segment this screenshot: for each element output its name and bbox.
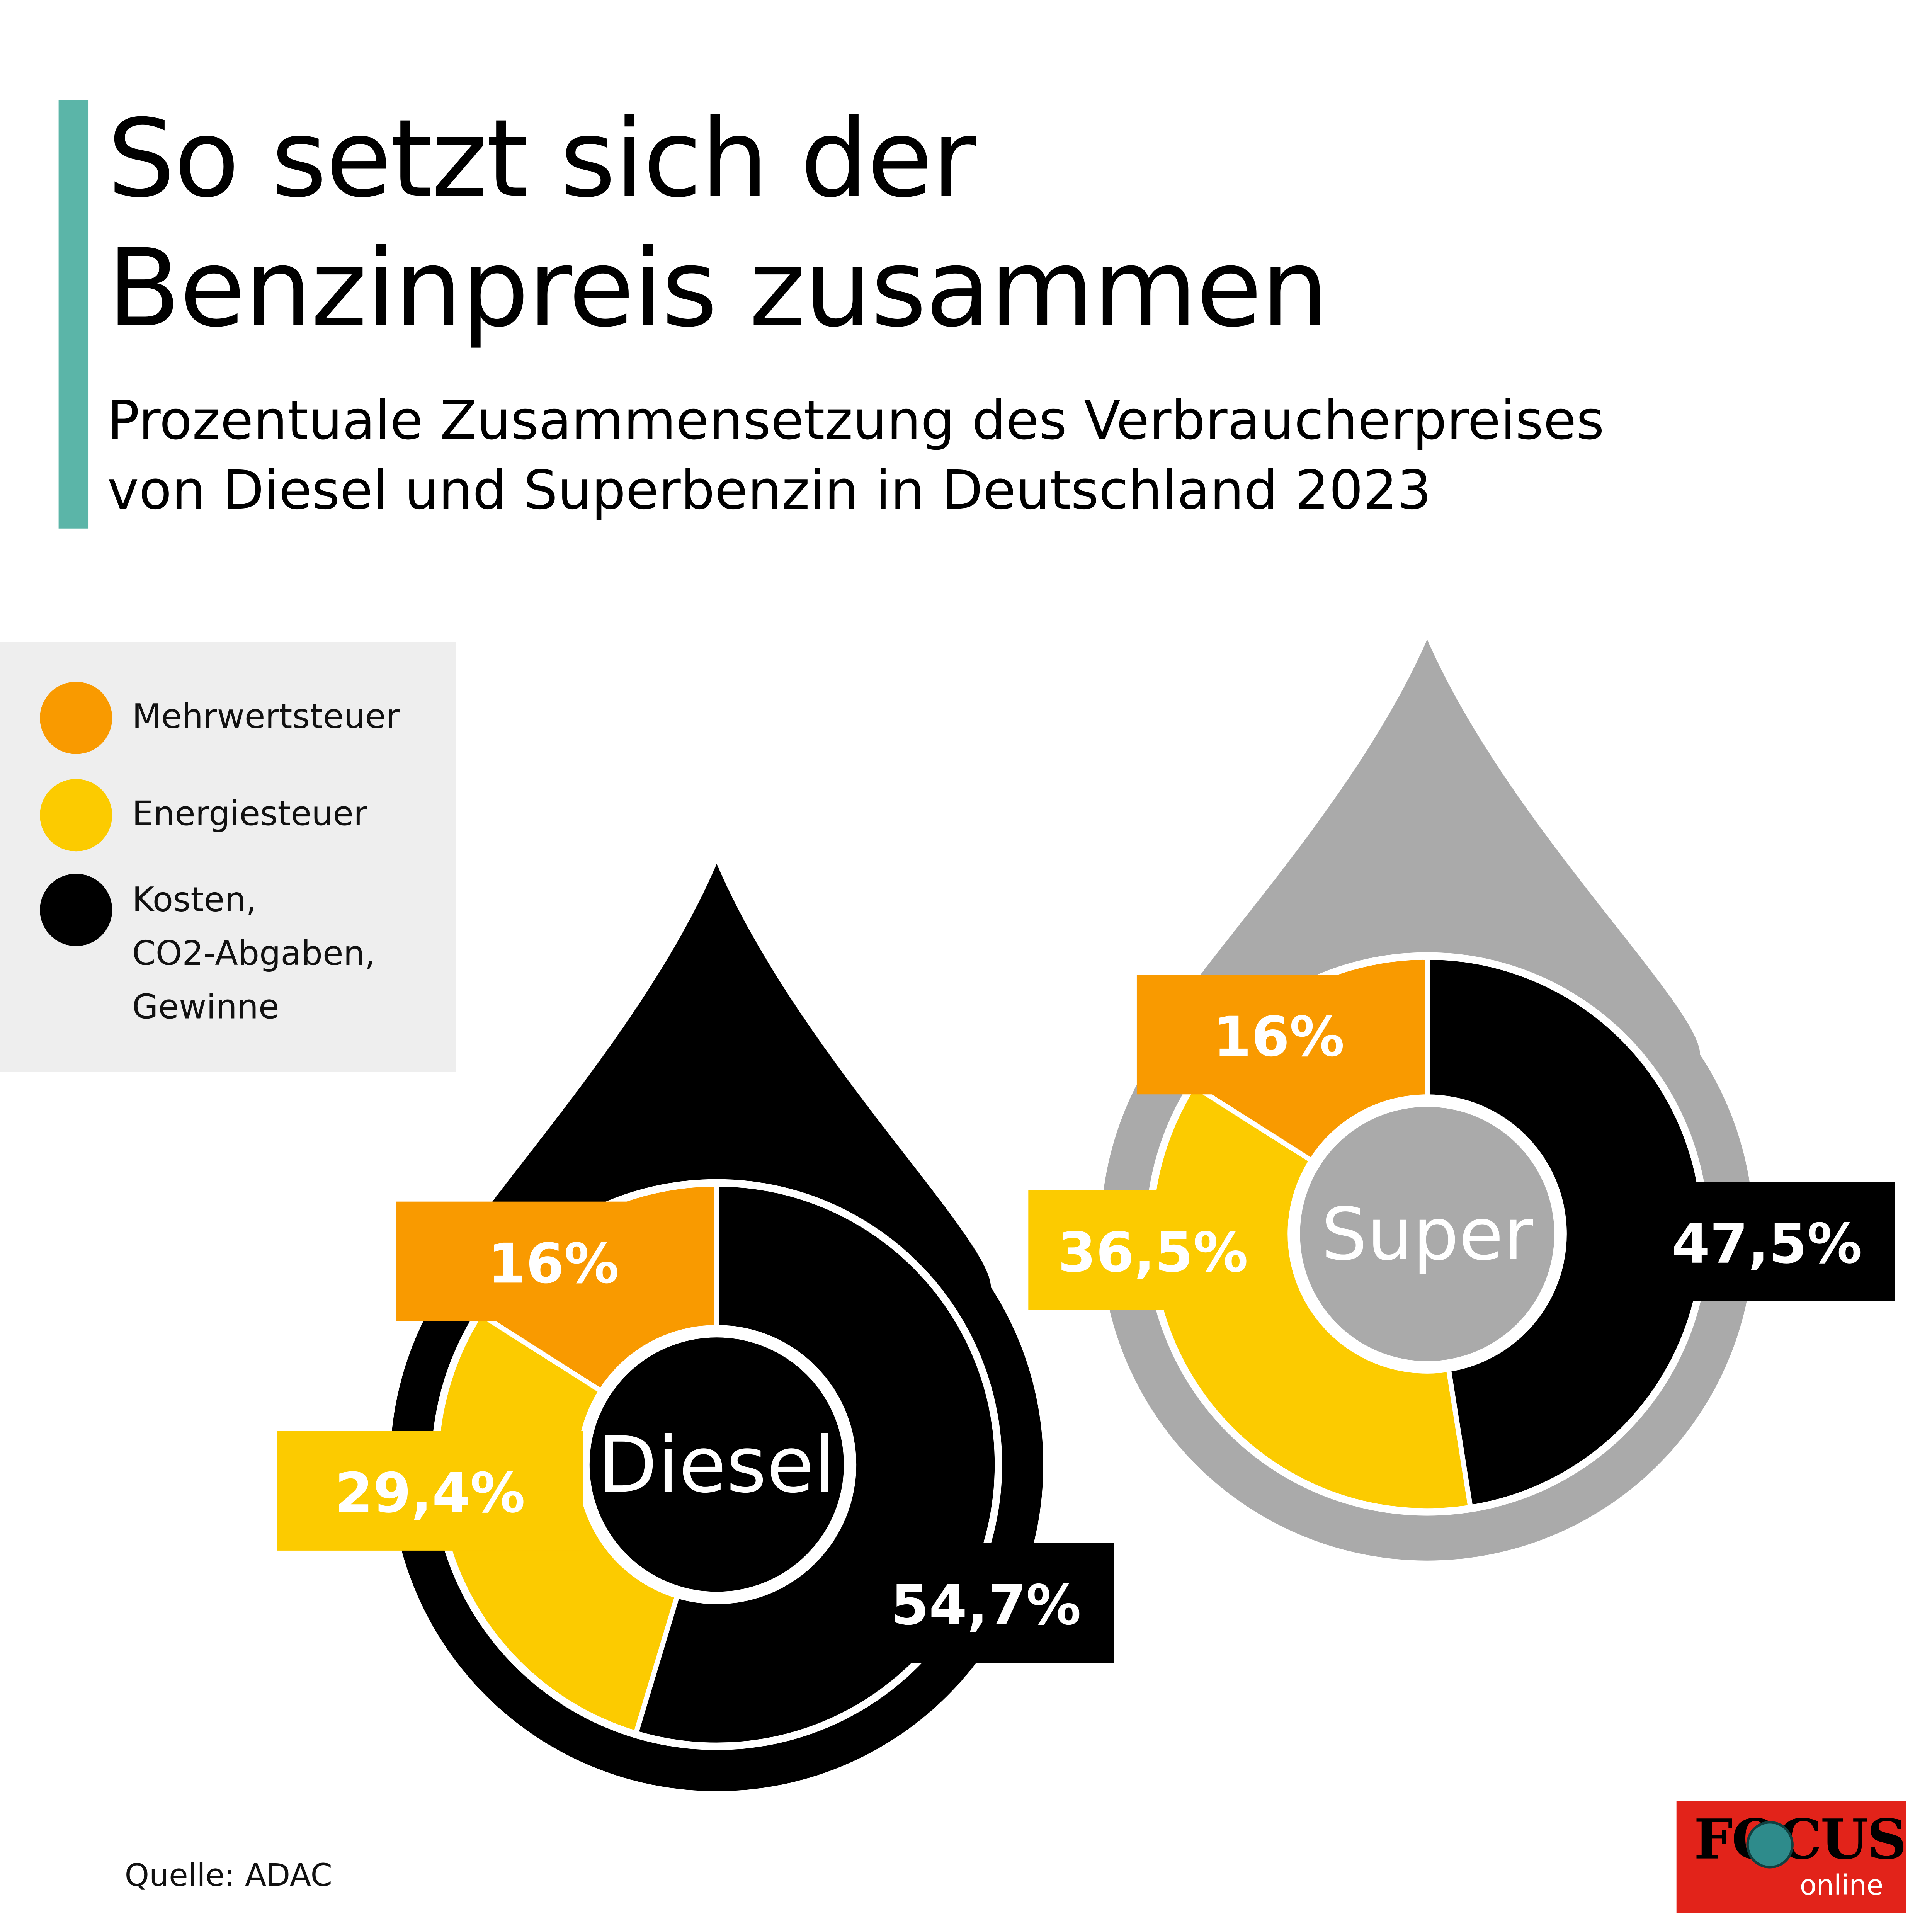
title-line-2: Benzinpreis zusammen [107, 227, 1329, 352]
logo-word: FOCUS [1694, 1808, 1907, 1872]
value-box-1 [1028, 1190, 1278, 1310]
legend-swatch-orange [40, 682, 112, 754]
chart-center-title: Diesel [598, 1420, 835, 1510]
focus-online-logo: FOCUS online [1676, 1801, 1907, 1913]
source-note: Quelle: ADAC [124, 1857, 332, 1893]
page-title: So setzt sich der Benzinpreis zusammen [107, 95, 1728, 354]
value-box-2 [1639, 1182, 1895, 1301]
page-subtitle: Prozentuale Zusammensetzung des Verbrauc… [107, 386, 1902, 526]
legend: Mehrwertsteuer Energiesteuer Kosten, CO2… [0, 642, 456, 1072]
value-label: 54,7% [891, 1573, 1081, 1637]
value-box-0 [1136, 975, 1421, 1095]
value-label: 47,5% [1672, 1212, 1862, 1276]
value-box-1 [277, 1431, 583, 1551]
chart-diesel: Diesel 16% 29,4% 54,7% [277, 864, 1114, 1791]
title-line-1: So setzt sich der [107, 97, 976, 222]
legend-label-line: Kosten, [132, 881, 257, 920]
legend-swatch-black [40, 874, 112, 946]
legend-label-line: Gewinne [132, 988, 279, 1027]
value-box-2 [857, 1543, 1114, 1663]
legend-item-kosten: Kosten, CO2-Abgaben, Gewinne [40, 874, 444, 1034]
title-accent-bar [58, 100, 89, 529]
value-label: 36,5% [1058, 1221, 1248, 1284]
legend-label: Energiesteuer [132, 795, 367, 834]
logo-sub: online [1799, 1871, 1884, 1902]
legend-swatch-yellow [40, 779, 112, 852]
chart-center-title: Super [1321, 1192, 1533, 1277]
center-disc [589, 1337, 844, 1592]
value-label: 29,4% [335, 1461, 525, 1525]
legend-item-energiesteuer: Energiesteuer [40, 779, 444, 852]
globe-icon [1746, 1821, 1794, 1869]
value-box-0 [396, 1201, 711, 1321]
chart-super: Super 16% 36,5% 47,5% [1028, 639, 1895, 1561]
value-label: 16% [488, 1232, 619, 1296]
legend-label-multiline: Kosten, CO2-Abgaben, Gewinne [132, 874, 444, 1034]
subtitle-line-2: von Diesel und Superbenzin in Deutschlan… [107, 460, 1432, 522]
value-label: 16% [1213, 1005, 1345, 1069]
legend-label: Mehrwertsteuer [132, 698, 400, 737]
legend-label-line: CO2-Abgaben, [132, 935, 376, 974]
center-disc [1300, 1107, 1554, 1361]
legend-item-mehrwertsteuer: Mehrwertsteuer [40, 682, 444, 754]
subtitle-line-1: Prozentuale Zusammensetzung des Verbrauc… [107, 390, 1604, 452]
